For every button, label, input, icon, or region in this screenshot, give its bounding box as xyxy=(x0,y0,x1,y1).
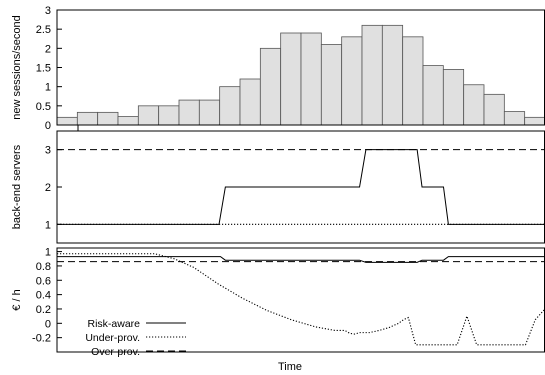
bar-17 xyxy=(402,36,424,126)
y-tick-label-1: 2 xyxy=(45,182,51,194)
y-tick-label-0: 1 xyxy=(45,219,51,231)
y-axis-label: back-end servers xyxy=(11,144,23,229)
bar-0 xyxy=(56,116,78,126)
bar-10 xyxy=(259,47,282,126)
bar-18 xyxy=(422,65,444,126)
bar-12 xyxy=(300,32,322,126)
cost-panel: -0.2 0 0.2 0.4 0.6 0.8 1 € / h Time Risk-aware Und… xyxy=(11,247,545,373)
bar-3 xyxy=(117,116,139,126)
bar-4 xyxy=(137,105,160,126)
legend-label-2: Over-prov. xyxy=(91,346,140,358)
y-tick-label-3: 0.4 xyxy=(36,290,51,302)
bar-6 xyxy=(178,99,200,126)
bar-8 xyxy=(219,86,241,126)
legend-label-0: Risk-aware xyxy=(87,318,140,330)
y-tick-label-1: 0.5 xyxy=(36,101,51,113)
bar-21 xyxy=(483,93,505,126)
y-axis-label: new sessions/second xyxy=(11,15,23,120)
bar-5 xyxy=(158,105,180,126)
y-tick-label-5: 2.5 xyxy=(36,24,51,36)
bar-19 xyxy=(442,69,465,126)
y-axis-label: € / h xyxy=(11,289,23,310)
bar-16 xyxy=(381,24,404,126)
y-tick-label-2: 1 xyxy=(45,82,51,94)
series-line-0 xyxy=(57,256,545,263)
y-tick-label-1: 0 xyxy=(45,318,51,330)
y-tick-label-0: -0.2 xyxy=(32,333,51,345)
bar-14 xyxy=(341,36,363,126)
y-tick-label-2: 0.2 xyxy=(36,304,51,316)
bar-23 xyxy=(524,116,545,126)
bar-22 xyxy=(503,111,526,126)
y-tick-label-3: 1.5 xyxy=(36,63,51,75)
series-line-0 xyxy=(57,149,545,225)
legend-label-1: Under-prov. xyxy=(85,332,140,344)
bar-11 xyxy=(280,32,302,126)
servers-panel: 1 2 3 back-end servers xyxy=(11,130,545,244)
bar-7 xyxy=(198,99,221,126)
bar-13 xyxy=(320,44,343,126)
y-tick-label-4: 0.6 xyxy=(36,275,51,287)
series-line-1 xyxy=(57,253,545,346)
y-tick-label-0: 0 xyxy=(45,120,51,132)
bar-15 xyxy=(361,24,383,126)
x-axis-label: Time xyxy=(278,361,302,373)
y-tick-label-6: 1 xyxy=(45,247,51,259)
bar-1 xyxy=(76,111,99,126)
y-tick-label-2: 3 xyxy=(45,145,51,157)
bar-20 xyxy=(463,84,485,126)
y-tick-label-6: 3 xyxy=(45,5,51,17)
y-tick-label-5: 0.8 xyxy=(36,261,51,273)
sessions-panel: 0 0.5 1 1.5 2 2.5 3 new sessions/second xyxy=(11,5,545,132)
bar-2 xyxy=(97,111,119,126)
bar-9 xyxy=(239,78,261,126)
legend: Risk-aware Under-prov. Over-prov. xyxy=(85,318,186,358)
y-tick-label-4: 2 xyxy=(45,43,51,55)
